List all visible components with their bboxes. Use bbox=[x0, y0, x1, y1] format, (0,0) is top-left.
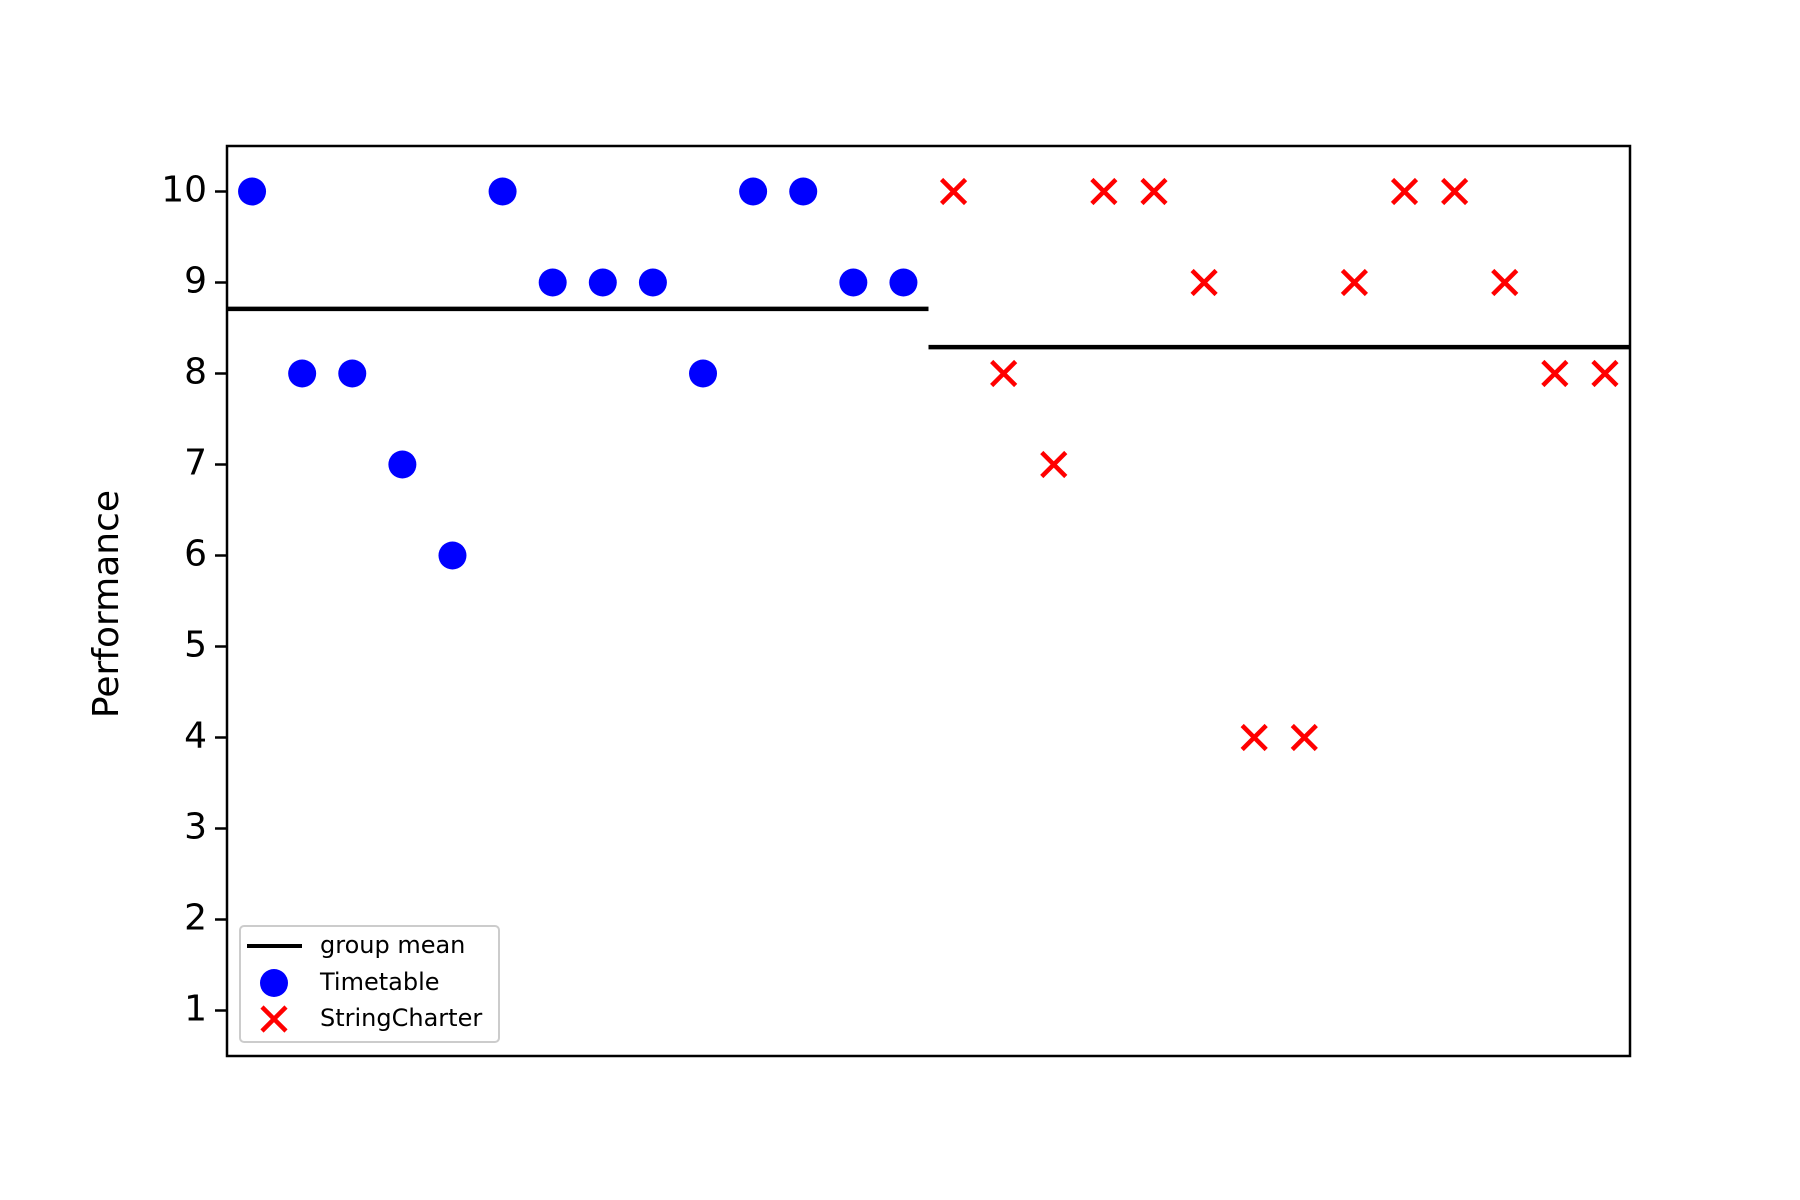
point-stringcharter-6 bbox=[1190, 268, 1218, 297]
plot-marks bbox=[227, 177, 1630, 752]
y-tick-label-7: 7 bbox=[184, 443, 207, 484]
point-timetable-2 bbox=[288, 359, 317, 388]
point-timetable-14 bbox=[889, 268, 918, 297]
y-tick-label-3: 3 bbox=[184, 807, 207, 848]
point-timetable-5 bbox=[438, 541, 467, 570]
y-tick-label-8: 8 bbox=[184, 352, 207, 393]
point-timetable-7 bbox=[538, 268, 567, 297]
y-axis: 1 2 3 4 5 6 7 8 9 10 bbox=[161, 170, 227, 1030]
point-timetable-6 bbox=[488, 177, 517, 206]
point-stringcharter-14 bbox=[1591, 359, 1619, 388]
point-timetable-9 bbox=[638, 268, 667, 297]
point-timetable-11 bbox=[739, 177, 768, 206]
point-timetable-13 bbox=[839, 268, 868, 297]
y-tick-label-2: 2 bbox=[184, 898, 207, 939]
y-tick-label-6: 6 bbox=[184, 534, 207, 575]
y-tick-label-4: 4 bbox=[184, 716, 207, 757]
point-stringcharter-2 bbox=[990, 359, 1018, 388]
point-timetable-3 bbox=[338, 359, 367, 388]
y-tick-label-10: 10 bbox=[161, 170, 207, 211]
legend-group-mean-label: group mean bbox=[320, 931, 465, 959]
point-stringcharter-9 bbox=[1340, 268, 1369, 297]
point-stringcharter-8 bbox=[1290, 723, 1318, 752]
legend-stringcharter-label: StringCharter bbox=[320, 1004, 482, 1032]
point-timetable-10 bbox=[689, 359, 718, 388]
point-stringcharter-1 bbox=[939, 177, 968, 206]
legend-stringcharter-marker bbox=[260, 1005, 288, 1033]
point-stringcharter-12 bbox=[1491, 268, 1519, 297]
legend-timetable-marker bbox=[260, 969, 288, 997]
point-stringcharter-11 bbox=[1441, 177, 1469, 206]
point-timetable-4 bbox=[388, 450, 417, 479]
y-tick-label-1: 1 bbox=[184, 989, 207, 1030]
point-timetable-8 bbox=[588, 268, 617, 297]
y-tick-label-5: 5 bbox=[184, 625, 207, 666]
plot-frame bbox=[225, 144, 1632, 1058]
point-timetable-1 bbox=[238, 177, 267, 206]
point-stringcharter-4 bbox=[1090, 177, 1118, 206]
point-timetable-12 bbox=[789, 177, 818, 206]
point-stringcharter-10 bbox=[1390, 177, 1419, 206]
point-stringcharter-13 bbox=[1541, 359, 1569, 388]
y-tick-label-9: 9 bbox=[184, 261, 207, 302]
legend-box bbox=[239, 925, 500, 1043]
point-stringcharter-3 bbox=[1040, 450, 1068, 479]
legend-timetable-label: Timetable bbox=[319, 968, 440, 996]
point-stringcharter-7 bbox=[1240, 723, 1268, 752]
legend: group mean Timetable StringCharter bbox=[239, 925, 500, 1043]
y-axis-label: Performance bbox=[86, 490, 127, 718]
point-stringcharter-5 bbox=[1140, 177, 1168, 206]
